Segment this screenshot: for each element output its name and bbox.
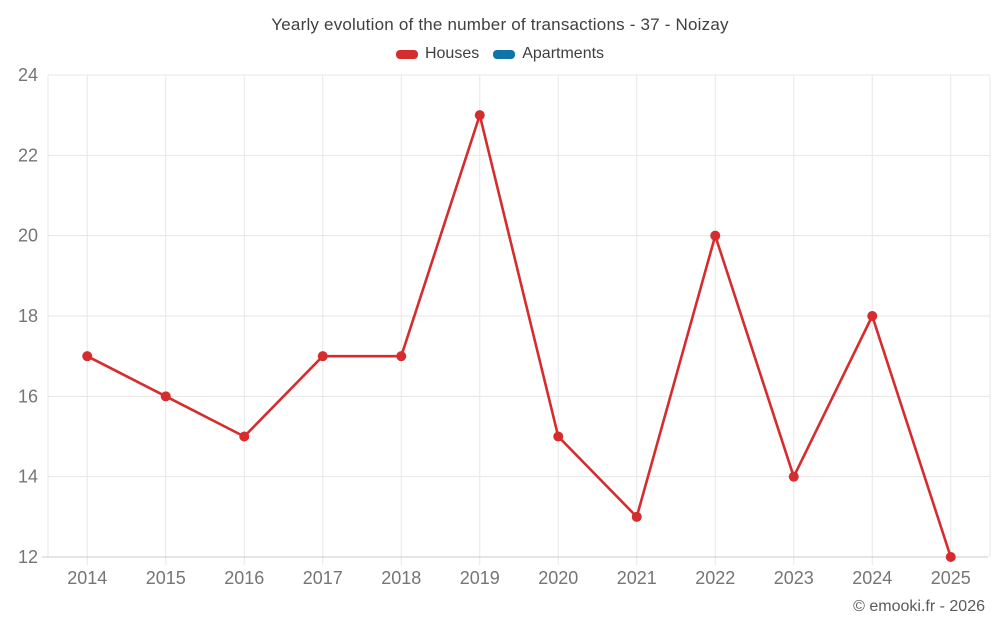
data-point-houses-2023[interactable] [788,471,799,482]
x-axis-label: 2019 [460,568,500,588]
x-axis-label: 2025 [931,568,971,588]
data-point-houses-2015[interactable] [160,391,171,402]
data-point-houses-2019[interactable] [474,110,485,121]
y-axis-label: 18 [18,306,38,326]
data-point-houses-2020[interactable] [553,431,564,442]
data-point-houses-2021[interactable] [631,511,642,522]
x-axis-label: 2015 [146,568,186,588]
data-point-houses-2017[interactable] [317,351,328,362]
data-point-houses-2014[interactable] [82,351,93,362]
legend-label-houses: Houses [424,45,480,62]
x-axis-label: 2024 [852,568,892,588]
legend: Houses Apartments [0,45,1000,63]
legend-item-houses[interactable]: Houses [395,45,480,63]
x-axis-label: 2017 [303,568,343,588]
data-point-houses-2022[interactable] [710,230,721,241]
y-axis-label: 22 [18,145,38,165]
data-point-houses-2025[interactable] [945,552,956,562]
x-axis-label: 2020 [538,568,578,588]
houses-line-series [85,113,953,559]
legend-label-apartments: Apartments [522,45,605,62]
data-point-houses-2018[interactable] [396,351,407,362]
y-axis-label: 20 [18,226,38,246]
y-axis-label: 24 [18,65,38,85]
x-axis-label: 2021 [617,568,657,588]
x-axis-label: 2018 [381,568,421,588]
data-point-houses-2024[interactable] [867,311,878,321]
legend-item-apartments[interactable]: Apartments [493,45,604,63]
y-axis-label: 14 [18,467,38,487]
x-axis-label: 2014 [67,568,107,588]
chart-title: Yearly evolution of the number of transa… [271,15,729,34]
x-axis-label: 2022 [695,568,735,588]
x-axis-label: 2023 [774,568,814,588]
y-axis-label: 16 [18,386,38,406]
data-point-houses-2016[interactable] [239,431,250,442]
legend-swatch-apartments-icon [493,49,516,59]
legend-swatch-houses-icon [395,49,418,59]
y-axis-label: 12 [18,547,38,567]
copyright-text: © emooki.fr - 2026 [853,598,985,615]
x-axis-label: 2016 [224,568,264,588]
